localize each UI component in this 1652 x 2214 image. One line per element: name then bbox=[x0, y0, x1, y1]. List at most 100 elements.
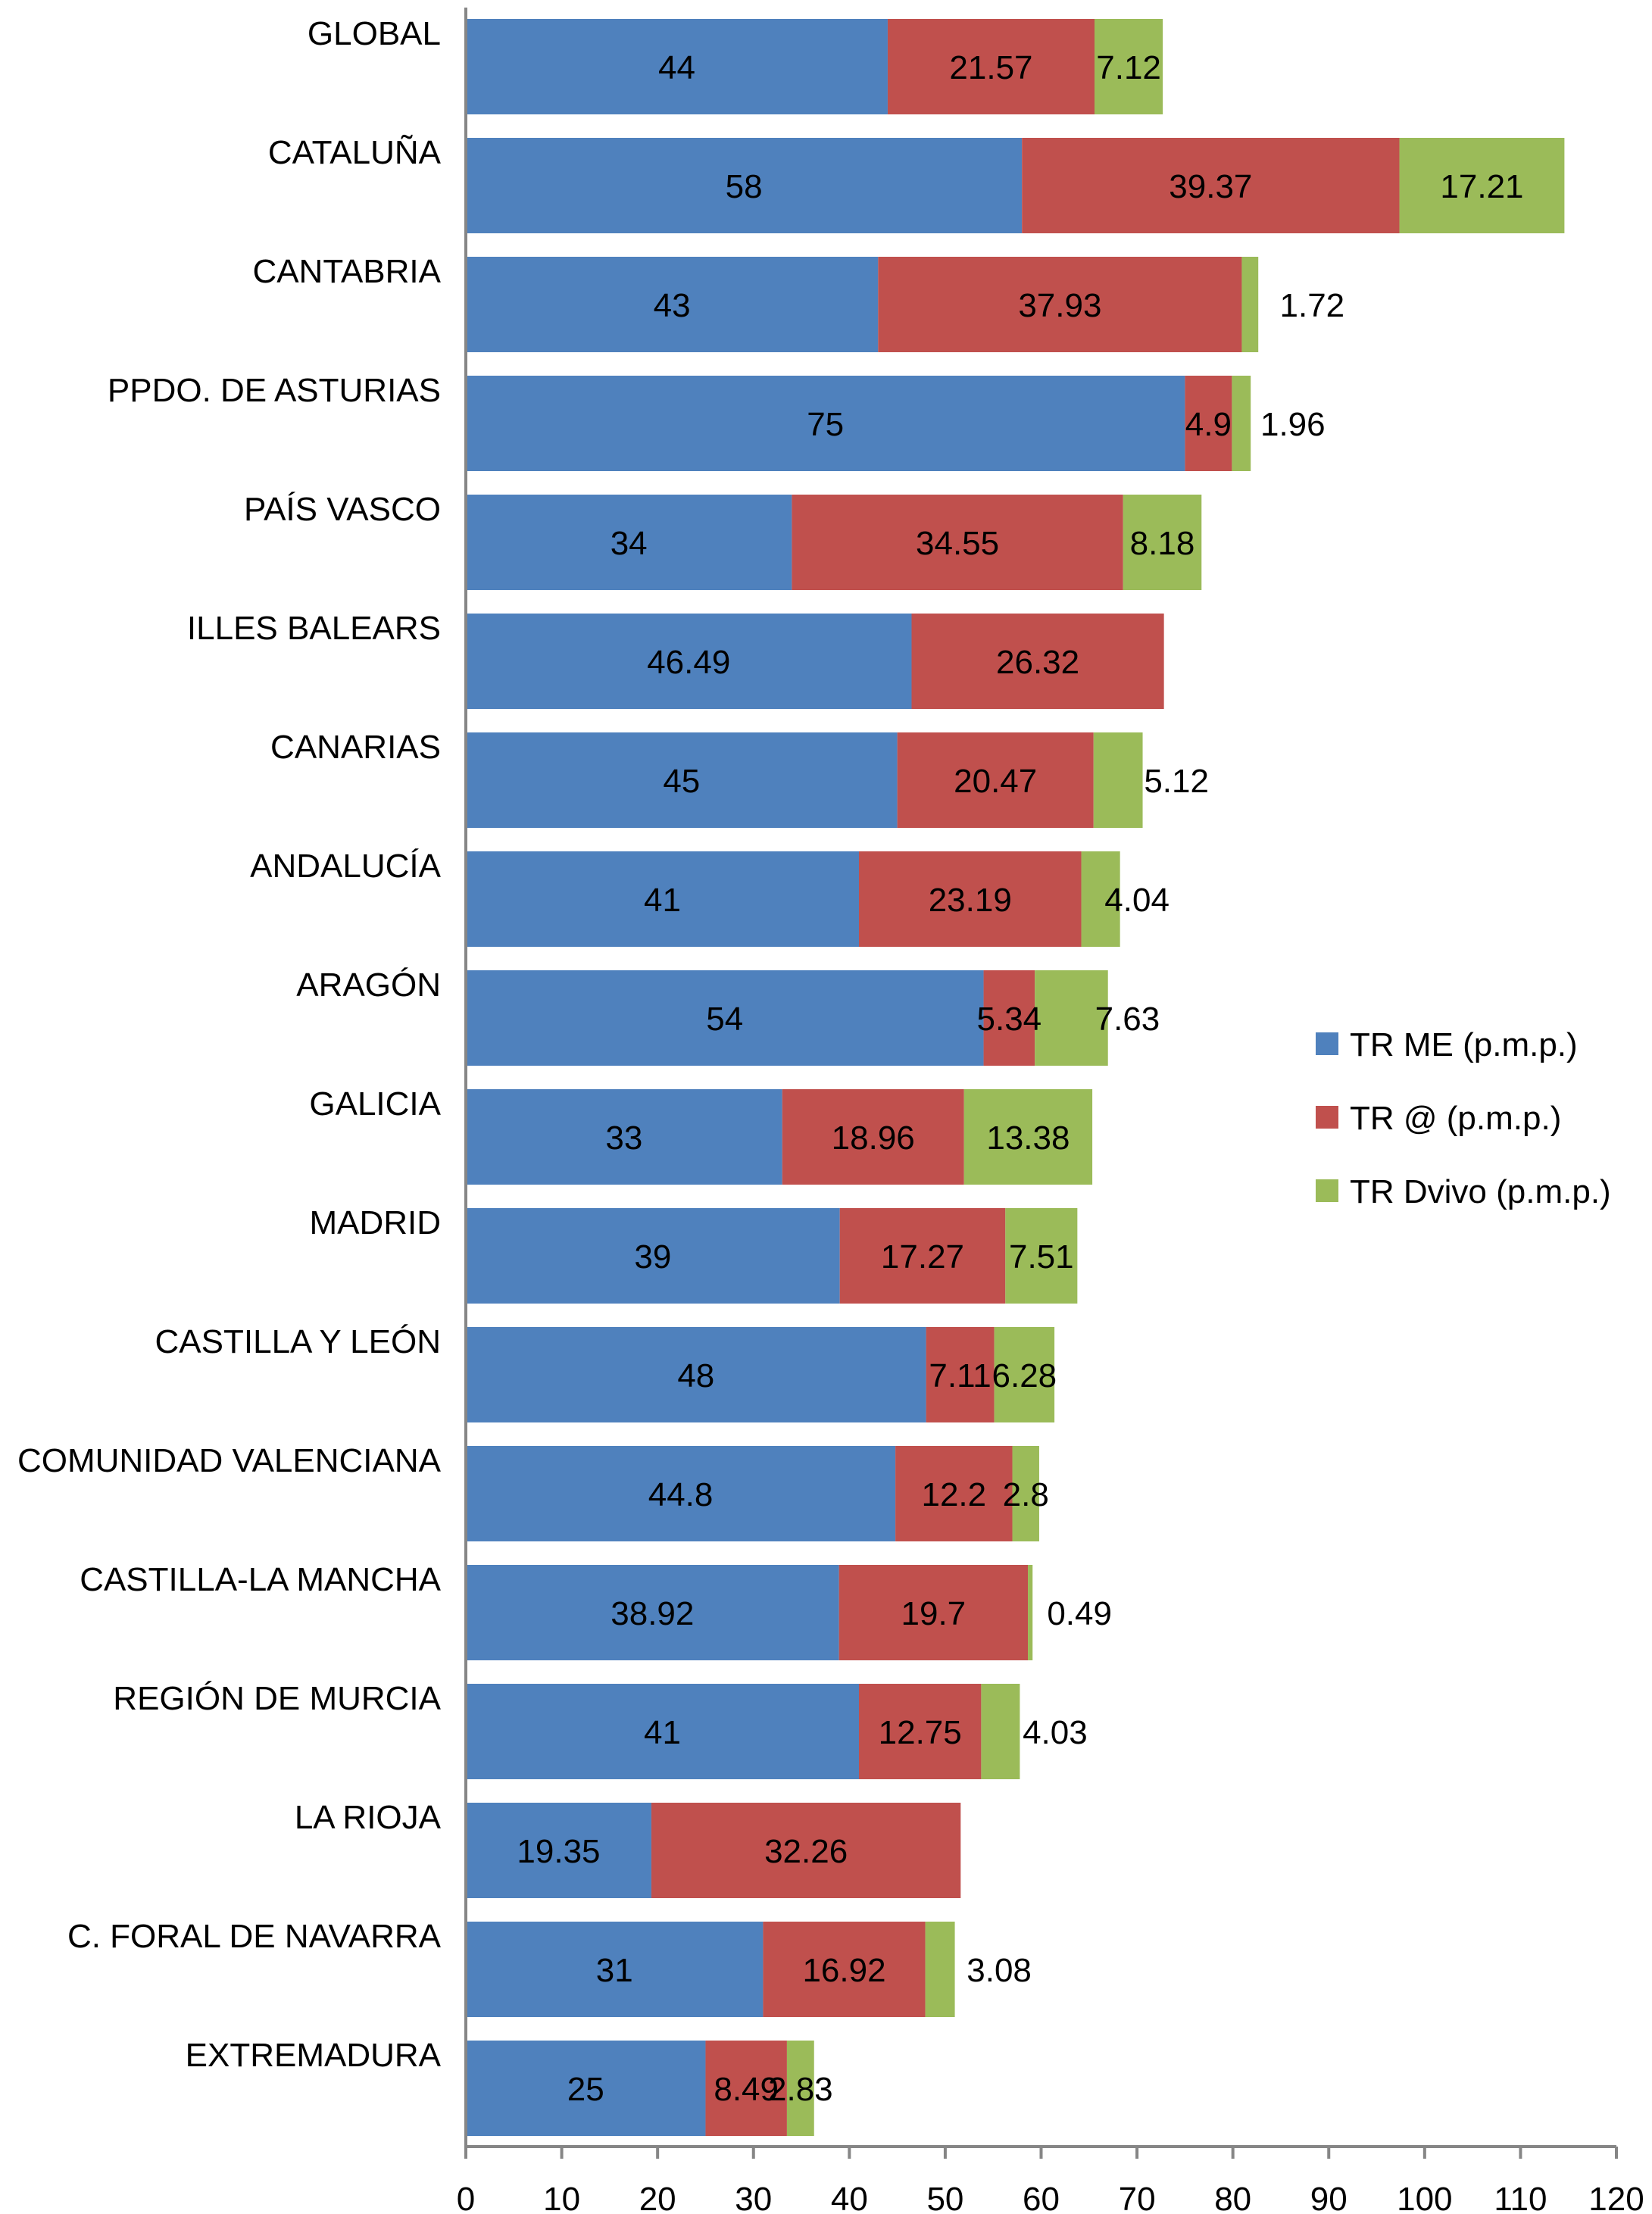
bar-segment bbox=[466, 1565, 839, 1660]
bar-segment bbox=[1241, 257, 1259, 352]
bar-segment bbox=[926, 1327, 995, 1422]
category-label: PPDO. DE ASTURIAS bbox=[108, 372, 441, 409]
bar-segment bbox=[1123, 495, 1202, 590]
x-tick-label: 60 bbox=[1023, 2181, 1060, 2214]
data-label: 34 bbox=[611, 525, 648, 562]
data-label: 32.26 bbox=[764, 1833, 848, 1870]
data-label: 26.32 bbox=[996, 644, 1079, 681]
x-tick-label: 0 bbox=[457, 2181, 475, 2214]
bar-segment bbox=[466, 970, 984, 1066]
legend-swatch bbox=[1316, 1032, 1338, 1055]
data-label: 7.12 bbox=[1096, 49, 1161, 86]
data-label: 25 bbox=[567, 2071, 604, 2108]
bar-segment bbox=[651, 1803, 961, 1898]
legend: TR ME (p.m.p.) TR @ (p.m.p.) TR Dvivo (p.m… bbox=[1316, 1026, 1611, 1210]
category-label: REGIÓN DE MURCIA bbox=[113, 1680, 441, 1717]
data-label: 20.47 bbox=[954, 763, 1037, 800]
data-label: 21.57 bbox=[949, 49, 1032, 86]
data-label: 4.9 bbox=[1185, 406, 1232, 443]
bar-segment bbox=[1005, 1208, 1078, 1304]
x-tick-label: 50 bbox=[926, 2181, 963, 2214]
x-tick-label: 120 bbox=[1588, 2181, 1644, 2214]
data-label: 1.96 bbox=[1260, 406, 1326, 443]
data-label: 39 bbox=[634, 1238, 671, 1276]
bar-segment bbox=[981, 1684, 1020, 1779]
data-label: 38.92 bbox=[611, 1595, 694, 1632]
bar-segment bbox=[839, 1208, 1006, 1304]
legend-label: TR @ (p.m.p.) bbox=[1350, 1100, 1561, 1137]
data-label: 46.49 bbox=[647, 644, 730, 681]
data-label: 37.93 bbox=[1018, 287, 1101, 324]
data-label: 18.96 bbox=[832, 1119, 915, 1157]
data-label: 34.55 bbox=[916, 525, 999, 562]
legend-label: TR Dvivo (p.m.p.) bbox=[1350, 1173, 1611, 1210]
data-label: 16.92 bbox=[802, 1952, 885, 1989]
data-label: 6.28 bbox=[992, 1357, 1057, 1394]
bar-segment bbox=[705, 2041, 787, 2136]
category-label: C. FORAL DE NAVARRA bbox=[67, 1918, 442, 1955]
data-label: 13.38 bbox=[986, 1119, 1070, 1157]
data-label: 8.49 bbox=[714, 2071, 779, 2108]
data-label: 19.35 bbox=[517, 1833, 600, 1870]
category-label: CASTILLA Y LEÓN bbox=[155, 1323, 441, 1360]
category-label: MADRID bbox=[309, 1204, 441, 1241]
legend-swatch bbox=[1316, 1179, 1338, 1202]
bar-segment bbox=[1095, 19, 1163, 114]
x-tick-label: 90 bbox=[1310, 2181, 1348, 2214]
legend-label: TR ME (p.m.p.) bbox=[1350, 1026, 1578, 1063]
data-labels: 44 21.57 7.12 58 39.37 17.21 43 37.93 1.72 75 4.9 1… bbox=[517, 49, 1523, 2108]
bar-segment bbox=[1028, 1565, 1033, 1660]
bar-segment bbox=[466, 1684, 859, 1779]
data-label: 19.7 bbox=[901, 1595, 967, 1632]
x-tick-label: 10 bbox=[543, 2181, 580, 2214]
data-label: 7.51 bbox=[1009, 1238, 1074, 1276]
bar-segment bbox=[466, 257, 879, 352]
category-label: CATALUÑA bbox=[268, 133, 442, 171]
data-label: 48 bbox=[677, 1357, 714, 1394]
data-label: 41 bbox=[644, 882, 681, 919]
data-label: 2.8 bbox=[1003, 1476, 1049, 1513]
bar-segment bbox=[1185, 376, 1232, 471]
data-label: 33 bbox=[605, 1119, 642, 1157]
bar-segment bbox=[466, 1327, 926, 1422]
data-label: 3.08 bbox=[967, 1952, 1032, 1989]
data-label: 8.18 bbox=[1130, 525, 1195, 562]
category-label: GLOBAL bbox=[308, 15, 441, 52]
data-label: 17.21 bbox=[1440, 168, 1523, 205]
data-label: 58 bbox=[726, 168, 763, 205]
bar-segment bbox=[466, 19, 888, 114]
category-label: GALICIA bbox=[309, 1085, 441, 1123]
bar-segment bbox=[786, 2041, 814, 2136]
category-label: ILLES BALEARS bbox=[187, 610, 441, 647]
data-label: 1.72 bbox=[1280, 287, 1345, 324]
bar-segment bbox=[466, 614, 912, 709]
bar-segment bbox=[466, 1922, 764, 2017]
bar-segment bbox=[466, 376, 1185, 471]
bar-segment bbox=[466, 2041, 706, 2136]
x-axis-ticks: 0 10 20 30 40 50 60 70 80 90 100 110 120 bbox=[457, 2147, 1644, 2214]
x-tick-label: 110 bbox=[1494, 2181, 1547, 2214]
category-label: EXTREMADURA bbox=[186, 2037, 442, 2074]
data-label: 39.37 bbox=[1169, 168, 1252, 205]
category-label: ARAGÓN bbox=[296, 966, 441, 1004]
bar-segment bbox=[925, 1922, 955, 2017]
data-label: 12.75 bbox=[879, 1714, 962, 1751]
bar-segment bbox=[994, 1327, 1055, 1422]
data-label: 2.83 bbox=[768, 2071, 833, 2108]
bar-segment bbox=[858, 1684, 982, 1779]
data-label: 0.49 bbox=[1047, 1595, 1112, 1632]
x-tick-label: 30 bbox=[735, 2181, 772, 2214]
category-label: LA RIOJA bbox=[295, 1799, 442, 1836]
data-label: 4.04 bbox=[1104, 882, 1170, 919]
bar-segment bbox=[1081, 851, 1120, 947]
category-label: ANDALUCÍA bbox=[250, 848, 441, 885]
data-label: 41 bbox=[644, 1714, 681, 1751]
bar-segment bbox=[1012, 1446, 1039, 1541]
data-label: 43 bbox=[654, 287, 691, 324]
data-label: 45 bbox=[663, 763, 700, 800]
bar-segment bbox=[466, 1803, 651, 1898]
x-tick-label: 100 bbox=[1397, 2181, 1452, 2214]
bar-segment bbox=[1399, 138, 1565, 233]
